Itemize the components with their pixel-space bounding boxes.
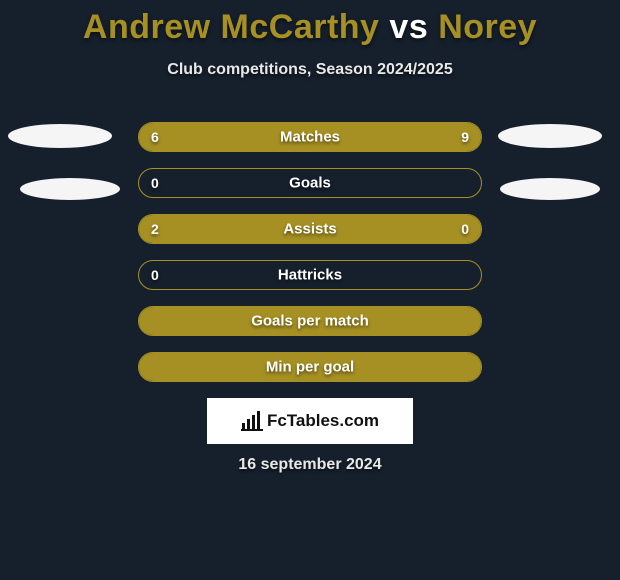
player1-name: Andrew McCarthy <box>83 8 380 46</box>
vs-text: vs <box>389 8 428 46</box>
logo-text: FcTables.com <box>267 411 379 431</box>
player2-name: Norey <box>438 8 537 46</box>
stat-row: Min per goal <box>138 352 482 382</box>
stat-row: Matches69 <box>138 122 482 152</box>
stat-value-left: 0 <box>151 267 159 283</box>
stats-chart: Matches69Goals0Assists20Hattricks0Goals … <box>138 122 482 398</box>
player-photo-placeholder <box>8 124 112 148</box>
stat-label: Hattricks <box>139 267 481 284</box>
player-photo-placeholder <box>500 178 600 200</box>
subtitle: Club competitions, Season 2024/2025 <box>0 61 620 79</box>
bar-left <box>139 307 481 335</box>
bar-right <box>406 215 481 243</box>
stat-row: Assists20 <box>138 214 482 244</box>
stat-row: Goals0 <box>138 168 482 198</box>
bar-chart-icon <box>241 411 263 431</box>
bar-left <box>139 215 406 243</box>
stat-row: Hattricks0 <box>138 260 482 290</box>
stat-value-left: 0 <box>151 175 159 191</box>
stat-label: Goals <box>139 175 481 192</box>
bar-left <box>139 353 481 381</box>
stat-row: Goals per match <box>138 306 482 336</box>
comparison-title: Andrew McCarthy vs Norey <box>0 0 620 47</box>
player-photo-placeholder <box>20 178 120 200</box>
fctables-logo: FcTables.com <box>207 398 413 444</box>
player-photo-placeholder <box>498 124 602 148</box>
date-text: 16 september 2024 <box>0 456 620 474</box>
bar-left <box>139 123 276 151</box>
bar-right <box>276 123 481 151</box>
